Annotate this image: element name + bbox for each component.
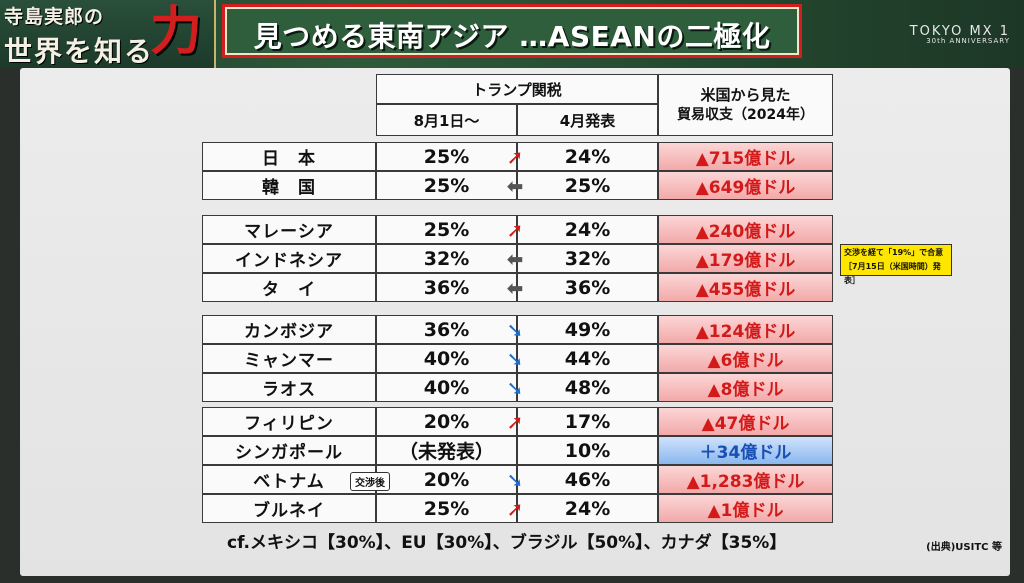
station-sub: 30th ANNIVERSARY (926, 37, 1010, 45)
header-trade: 米国から見た 貿易収支（2024年） (658, 74, 833, 136)
tariff-apr: 36% (517, 273, 658, 302)
trade-balance: ＋34億ドル (658, 436, 833, 465)
change-arrow-icon: ➘ (506, 318, 524, 342)
program-logo: 寺島実郎の 世界を知る 力 (0, 0, 216, 68)
tariff-apr: 24% (517, 215, 658, 244)
logo-line2: 世界を知る (4, 35, 155, 68)
station-name: TOKYO MX 1 (909, 24, 1010, 39)
trade-balance: ▲124億ドル (658, 315, 833, 344)
tariff-aug: 36% (376, 273, 517, 302)
country-name: 韓 国 (202, 171, 376, 200)
country-name: カンボジア (202, 315, 376, 344)
change-arrow-icon: ⬅ (506, 247, 524, 271)
logo-accent: 力 (150, 1, 203, 62)
tariff-aug: 25% (376, 171, 517, 200)
country-name: ブルネイ (202, 494, 376, 523)
tariff-apr: 24% (517, 494, 658, 523)
change-arrow-icon: ➘ (506, 468, 524, 492)
trade-balance: ▲6億ドル (658, 344, 833, 373)
trade-balance: ▲1億ドル (658, 494, 833, 523)
country-name: タ イ (202, 273, 376, 302)
source-note: (出典)USITC 等 (926, 542, 1002, 553)
change-arrow-icon: ➚ (506, 497, 524, 521)
tariff-apr: 48% (517, 373, 658, 402)
comparison-footer: cf.メキシコ【30%】、EU【30%】、ブラジル【50%】、カナダ【35%】 (227, 533, 787, 553)
country-name: インドネシア (202, 244, 376, 273)
negotiation-badge: 交渉後 (350, 472, 390, 491)
note-line2: ［7月15日（米国時間）発表］ (844, 262, 941, 285)
tariff-aug: 40% (376, 344, 517, 373)
change-arrow-icon: ➚ (506, 410, 524, 434)
tariff-apr: 32% (517, 244, 658, 273)
tariff-apr: 17% (517, 407, 658, 436)
change-arrow-icon: ⬅ (506, 174, 524, 198)
tariff-apr: 46% (517, 465, 658, 494)
top-banner: 寺島実郎の 世界を知る 力 見つめる東南アジア …ASEANの二極化 TOKYO… (0, 0, 1024, 68)
tariff-apr: 10% (517, 436, 658, 465)
country-name: ベトナム (202, 465, 376, 494)
change-arrow-icon: ➚ (506, 218, 524, 242)
country-name: ミャンマー (202, 344, 376, 373)
trade-balance: ▲47億ドル (658, 407, 833, 436)
header-apr: 4月発表 (517, 104, 658, 136)
tariff-apr: 49% (517, 315, 658, 344)
note-line1: 交渉を経て「19%」で合意 (844, 248, 944, 257)
tariff-apr: 44% (517, 344, 658, 373)
country-name: 日 本 (202, 142, 376, 171)
tariff-aug: 40% (376, 373, 517, 402)
header-aug: 8月1日〜 (376, 104, 517, 136)
header-tariff: トランプ関税 (376, 74, 658, 104)
trade-balance: ▲455億ドル (658, 273, 833, 302)
country-name: フィリピン (202, 407, 376, 436)
trade-balance: ▲649億ドル (658, 171, 833, 200)
trade-balance: ▲715億ドル (658, 142, 833, 171)
change-arrow-icon: ➘ (506, 376, 524, 400)
change-arrow-icon: ➘ (506, 347, 524, 371)
trade-balance: ▲240億ドル (658, 215, 833, 244)
tariff-apr: 24% (517, 142, 658, 171)
country-name: ラオス (202, 373, 376, 402)
logo-line1: 寺島実郎の (4, 6, 105, 28)
tariff-aug: 36% (376, 315, 517, 344)
title-box: 見つめる東南アジア …ASEANの二極化 (222, 4, 802, 58)
tariff-aug: 20% (376, 407, 517, 436)
tariff-aug: 20% (376, 465, 517, 494)
tariff-aug: 25% (376, 215, 517, 244)
tariff-apr: 25% (517, 171, 658, 200)
change-arrow-icon: ⬅ (506, 276, 524, 300)
header-trade-line1: 米国から見た (700, 86, 791, 104)
tariff-board: トランプ関税 8月1日〜 4月発表 米国から見た 貿易収支（2024年） 日 本… (20, 68, 1010, 576)
header-trade-line2: 貿易収支（2024年） (677, 107, 814, 123)
country-name: シンガポール (202, 436, 376, 465)
station-logo: TOKYO MX 1 30th ANNIVERSARY (910, 24, 1010, 45)
trade-balance: ▲1,283億ドル (658, 465, 833, 494)
tariff-aug: 25% (376, 494, 517, 523)
change-arrow-icon: ➚ (506, 145, 524, 169)
tariff-aug: 32% (376, 244, 517, 273)
trade-balance: ▲8億ドル (658, 373, 833, 402)
agreement-note: 交渉を経て「19%」で合意 ［7月15日（米国時間）発表］ (840, 244, 952, 285)
page-title: 見つめる東南アジア …ASEANの二極化 (253, 20, 771, 53)
country-name: マレーシア (202, 215, 376, 244)
trade-balance: ▲179億ドル (658, 244, 833, 273)
tariff-aug: （未発表） (376, 436, 517, 465)
tariff-aug: 25% (376, 142, 517, 171)
